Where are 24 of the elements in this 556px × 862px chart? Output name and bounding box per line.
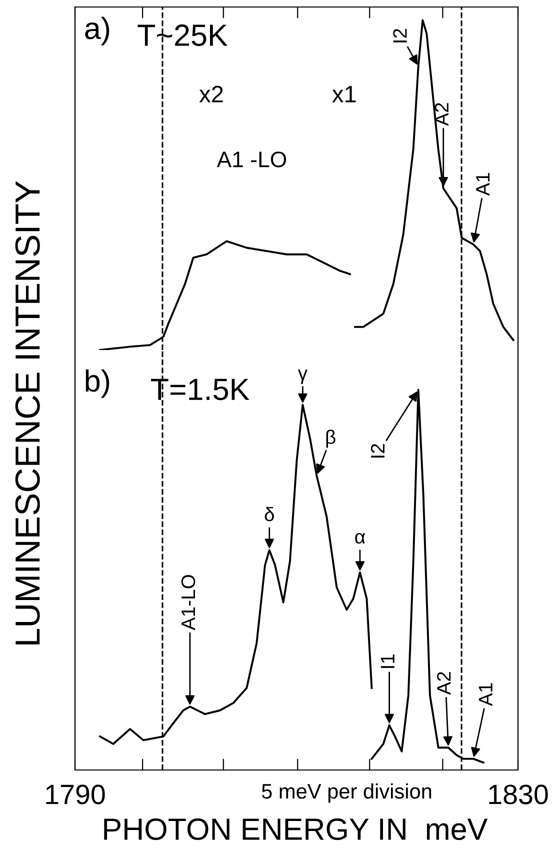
annotation: A2: [434, 103, 448, 126]
annotation: A1: [478, 683, 492, 706]
annotation: β: [326, 430, 336, 448]
text: 5 meV per division: [262, 783, 432, 803]
annotation: T~25K: [138, 24, 228, 46]
annotation: A1 -LO: [216, 152, 286, 168]
x-tick-label: 1790: [46, 784, 105, 804]
annotation: δ: [264, 507, 274, 522]
annotation: A2: [437, 672, 451, 695]
annotation: x1: [332, 86, 356, 102]
x-axis-title: PHOTON ENERGY IN meV: [104, 818, 488, 840]
annotation: γ: [298, 370, 308, 384]
annotation: A1: [476, 173, 490, 196]
annotation: T=1.5K: [150, 378, 250, 400]
y-axis-title: LUMINESCENCE INTENSITY: [15, 181, 40, 644]
annotation: I2: [370, 444, 384, 458]
annotation: b): [86, 369, 110, 398]
annotation: A1-LO: [181, 574, 196, 630]
annotation: I2: [393, 28, 407, 42]
x-tick-label: 1830: [489, 784, 548, 804]
annotation: a): [85, 16, 110, 46]
annotation: α: [355, 532, 366, 544]
annotation: I1: [380, 654, 394, 668]
annotation: x2: [199, 86, 223, 102]
